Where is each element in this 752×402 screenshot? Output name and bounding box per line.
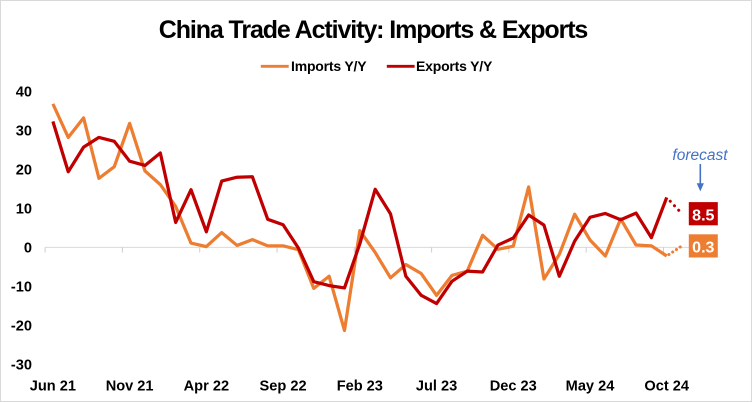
svg-text:Exports Y/Y: Exports Y/Y — [416, 58, 493, 74]
svg-text:Jul 23: Jul 23 — [416, 379, 457, 395]
svg-text:Apr 22: Apr 22 — [184, 379, 229, 395]
svg-text:Feb 23: Feb 23 — [337, 379, 383, 395]
svg-text:Jun 21: Jun 21 — [30, 379, 76, 395]
svg-text:Oct 24: Oct 24 — [644, 379, 689, 395]
svg-text:-30: -30 — [11, 358, 32, 374]
svg-text:30: 30 — [16, 124, 32, 140]
svg-text:-20: -20 — [11, 319, 32, 335]
svg-text:0.3: 0.3 — [692, 240, 714, 257]
svg-text:10: 10 — [16, 202, 32, 218]
svg-text:Imports Y/Y: Imports Y/Y — [291, 58, 367, 74]
svg-text:8.5: 8.5 — [692, 207, 714, 224]
svg-text:Sep 22: Sep 22 — [260, 379, 307, 395]
svg-text:Nov 21: Nov 21 — [106, 379, 154, 395]
svg-text:May 24: May 24 — [566, 379, 616, 395]
svg-text:forecast: forecast — [672, 147, 728, 164]
svg-text:Dec 23: Dec 23 — [490, 379, 537, 395]
svg-text:-10: -10 — [11, 280, 32, 296]
svg-text:0: 0 — [24, 241, 32, 257]
svg-text:40: 40 — [16, 85, 32, 101]
svg-text:20: 20 — [16, 163, 32, 179]
svg-text:China Trade Activity: Imports: China Trade Activity: Imports & Exports — [159, 16, 588, 44]
